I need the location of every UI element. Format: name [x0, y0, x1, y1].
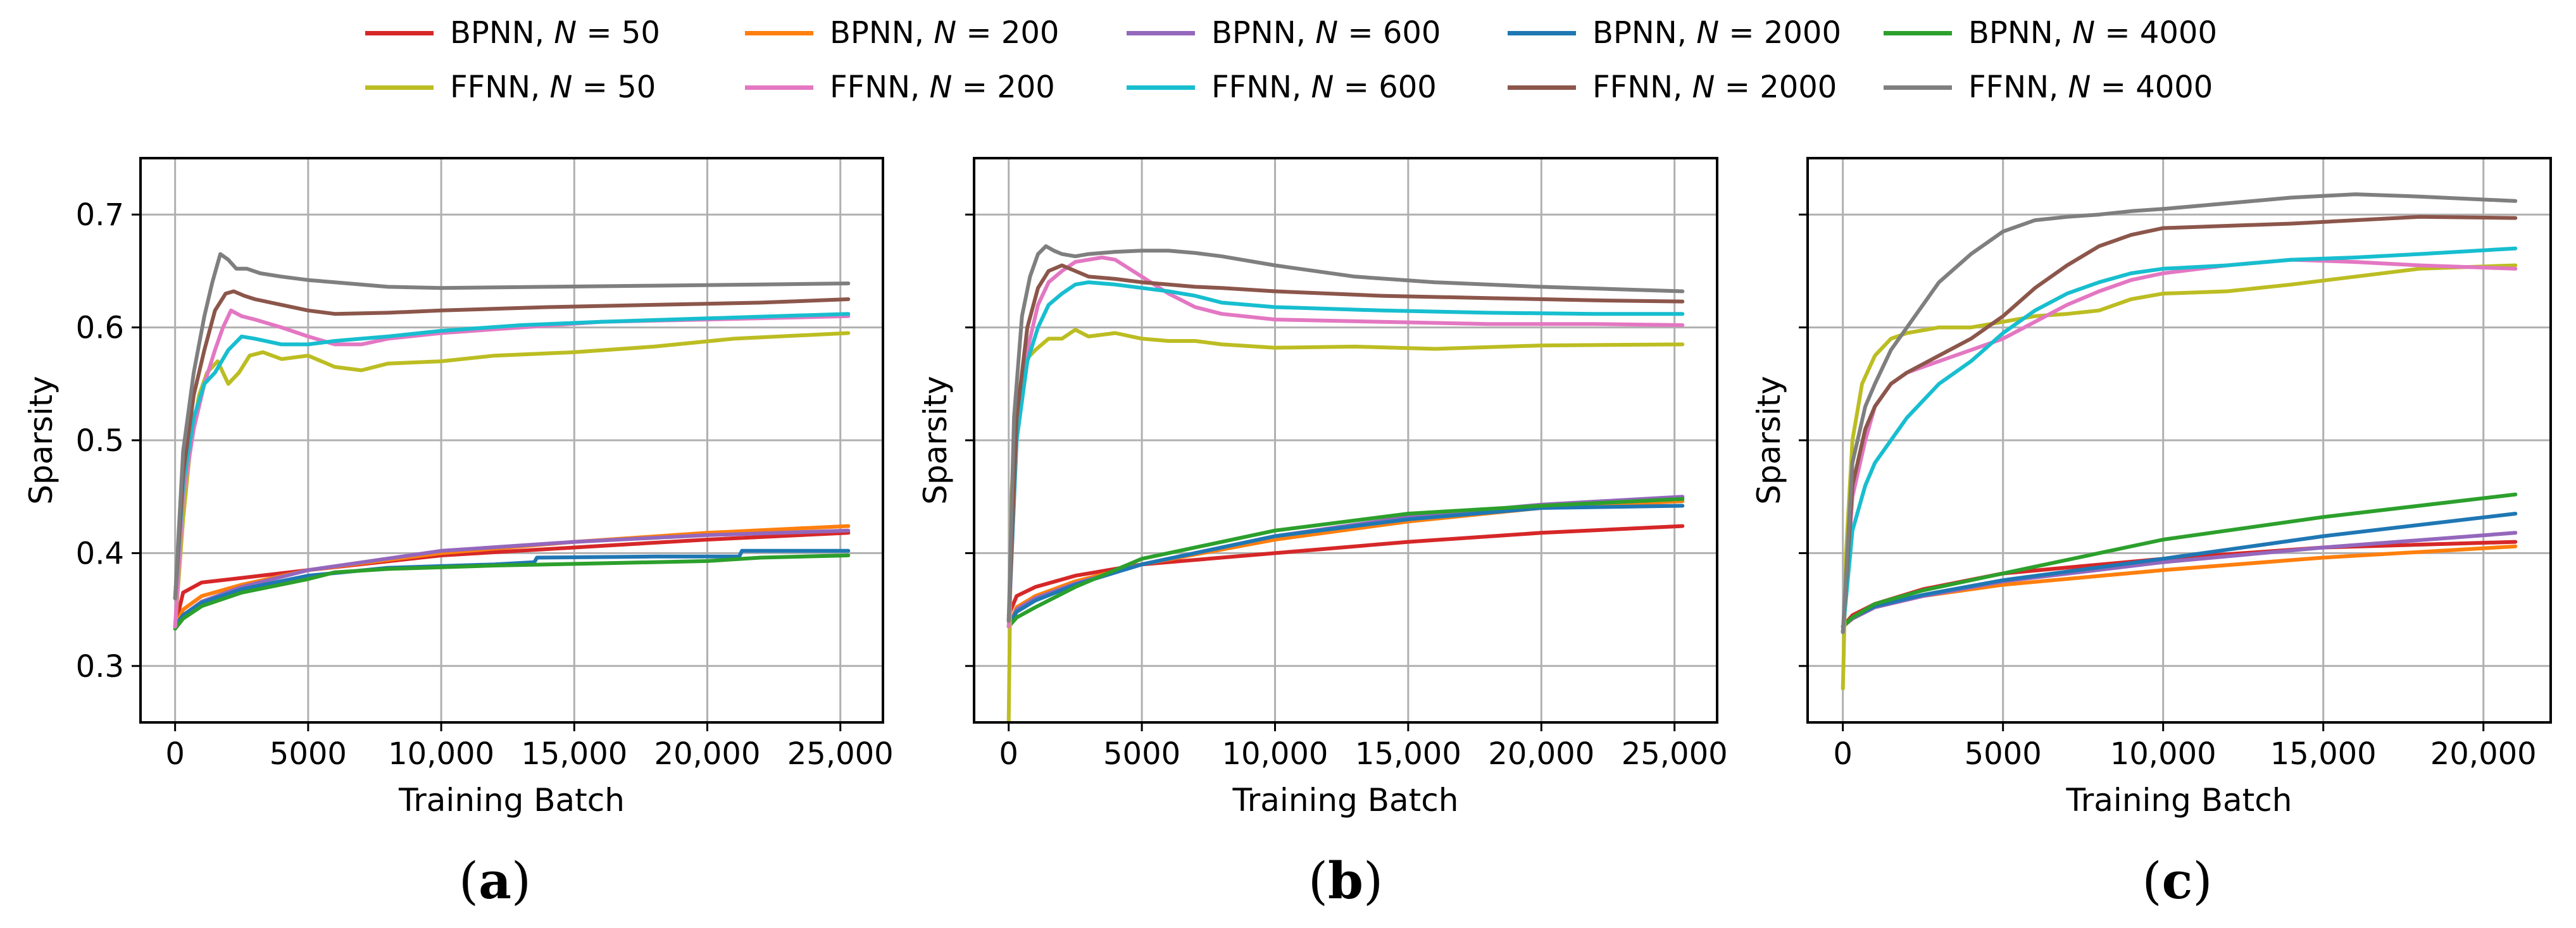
- legend-item: BPNN, N = 600: [1127, 14, 1441, 52]
- x-tick-label: 0: [165, 736, 185, 772]
- y-tick-label: 0.3: [76, 649, 124, 684]
- legend-swatch: [745, 85, 813, 90]
- x-tick-label: 15,000: [521, 736, 627, 772]
- x-tick-label: 10,000: [1222, 736, 1329, 772]
- legend-swatch: [365, 85, 434, 90]
- x-tick-label: 20,000: [1488, 736, 1594, 772]
- chart-panel: 0 5000 10,000 15,000 20,000 25,000 Training Ba…: [917, 157, 1728, 819]
- legend-item: FFNN, N = 50: [365, 68, 656, 106]
- legend-label: BPNN, N = 4000: [1968, 15, 2217, 51]
- legend-swatch: [365, 30, 434, 35]
- series-line: [1006, 504, 1685, 629]
- series-line: [1006, 495, 1685, 629]
- legend-swatch: [1884, 30, 1952, 35]
- legend-item: FFNN, N = 600: [1127, 68, 1437, 106]
- x-tick-label: 20,000: [654, 736, 761, 772]
- x-tick-label: 20,000: [2430, 736, 2537, 772]
- y-axis-label: Sparsity: [1751, 376, 1787, 505]
- x-tick-label: 0: [999, 736, 1018, 772]
- legend-swatch: [1508, 85, 1576, 90]
- panel-label: (b): [1308, 851, 1384, 910]
- series-group: [173, 252, 851, 631]
- y-tick-label: 0.5: [76, 423, 124, 459]
- legend-item: FFNN, N = 2000: [1508, 68, 1837, 106]
- x-tick-label: 25,000: [1622, 736, 1728, 772]
- legend-item: FFNN, N = 200: [745, 68, 1055, 106]
- legend-label: FFNN, N = 50: [450, 70, 656, 105]
- series-line: [173, 548, 851, 629]
- y-tick-label: 0.6: [76, 311, 124, 346]
- legend-item: FFNN, N = 4000: [1884, 68, 2213, 106]
- y-axis-label: Sparsity: [917, 376, 954, 505]
- panel-label: (a): [458, 851, 532, 910]
- legend-item: BPNN, N = 2000: [1508, 14, 1841, 52]
- x-tick-label: 5000: [1103, 736, 1180, 772]
- series-line: [1006, 280, 1685, 623]
- series-line: [173, 312, 851, 600]
- series-line: [1841, 192, 2518, 634]
- legend-swatch: [1127, 85, 1195, 90]
- x-tick-label: 5000: [1965, 736, 2042, 772]
- x-tick-label: 5000: [270, 736, 347, 772]
- series-line: [1841, 214, 2518, 634]
- y-tick-label: 0.7: [76, 197, 124, 233]
- x-tick-label: 10,000: [2110, 736, 2216, 772]
- legend-item: BPNN, N = 50: [365, 14, 660, 52]
- x-tick-label: 15,000: [2270, 736, 2377, 772]
- x-tick-label: 15,000: [1355, 736, 1461, 772]
- series-line: [1006, 497, 1685, 629]
- legend-item: BPNN, N = 200: [745, 14, 1059, 52]
- x-tick-label: 25,000: [787, 736, 894, 772]
- legend-label: BPNN, N = 2000: [1592, 15, 1841, 51]
- legend-label: BPNN, N = 50: [450, 15, 660, 51]
- panel-label: (c): [2142, 851, 2213, 910]
- legend-label: FFNN, N = 2000: [1592, 70, 1837, 105]
- legend-label: FFNN, N = 4000: [1968, 70, 2213, 105]
- series-line: [1841, 246, 2518, 634]
- x-axis-label: Training Batch: [1232, 782, 1459, 819]
- legend: BPNN, N = 50 BPNN, N = 200 BPNN, N = 600 BP…: [0, 0, 2576, 127]
- y-axis-label: Sparsity: [23, 376, 59, 505]
- series-line: [173, 252, 851, 600]
- series-line: [1841, 263, 2518, 691]
- series-line: [1006, 256, 1685, 629]
- series-line: [1841, 257, 2518, 634]
- series-line: [1841, 531, 2518, 629]
- series-line: [1006, 263, 1685, 623]
- series-group: [1841, 192, 2518, 691]
- series-line: [173, 289, 851, 600]
- legend-label: FFNN, N = 200: [830, 70, 1055, 105]
- legend-swatch: [1127, 30, 1195, 35]
- series-line: [173, 528, 851, 629]
- x-tick-label: 10,000: [388, 736, 494, 772]
- chart-panel: 0 5000 10,000 15,000 20,000 Training Batch Spa…: [1751, 157, 2552, 819]
- x-axis-label: Training Batch: [2066, 782, 2292, 819]
- legend-swatch: [745, 30, 813, 35]
- legend-swatch: [1508, 30, 1576, 35]
- y-tick-label: 0.4: [76, 536, 124, 571]
- series-line: [1841, 492, 2518, 629]
- legend-item: BPNN, N = 4000: [1884, 14, 2217, 52]
- legend-swatch: [1884, 85, 1952, 90]
- series-line: [1006, 244, 1685, 623]
- x-axis-label: Training Batch: [398, 782, 625, 819]
- chart-panel: 0 5000 10,000 15,000 20,000 25,000 0.3 0.4 0.5 0.…: [23, 157, 894, 819]
- legend-label: BPNN, N = 600: [1211, 15, 1441, 51]
- legend-label: BPNN, N = 200: [830, 15, 1060, 51]
- x-tick-label: 0: [1833, 736, 1853, 772]
- legend-label: FFNN, N = 600: [1211, 70, 1437, 105]
- series-line: [173, 554, 851, 631]
- series-group: [1006, 244, 1685, 722]
